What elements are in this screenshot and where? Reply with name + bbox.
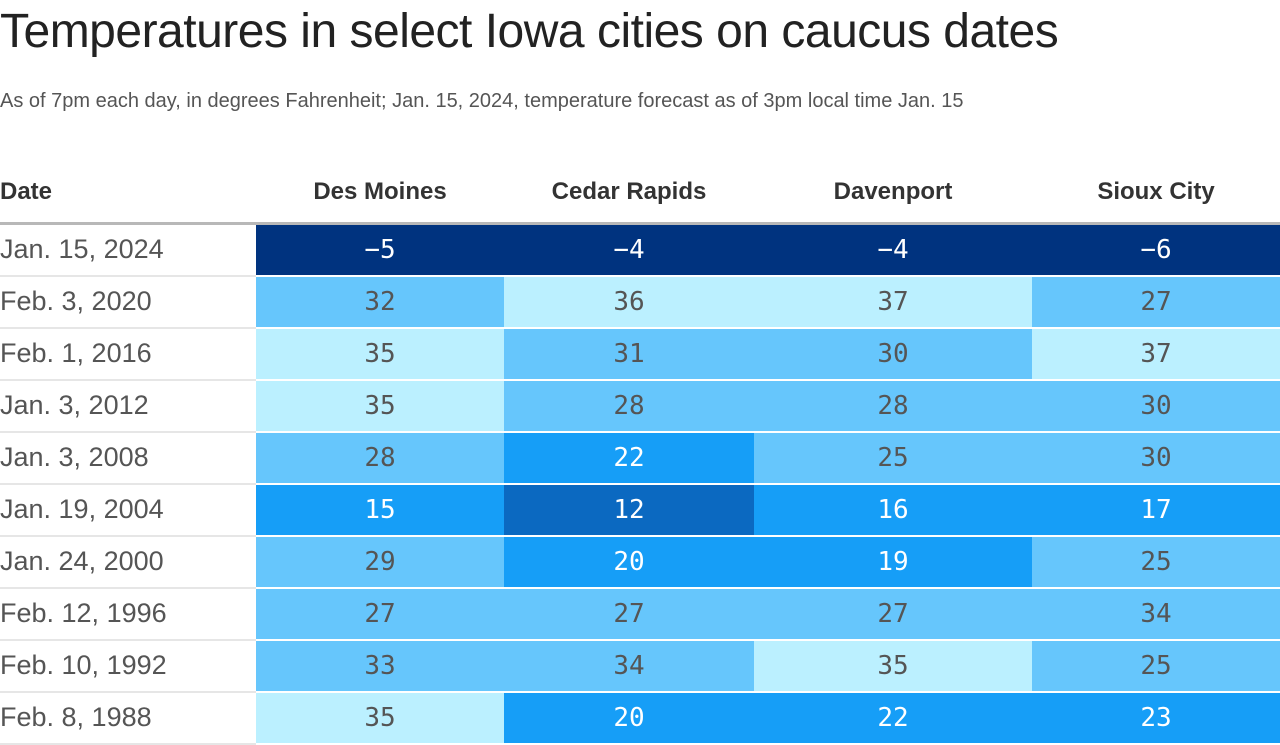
table-row: Feb. 12, 1996 27 27 27 34	[0, 587, 1280, 641]
heatmap-cell: 37	[1032, 327, 1280, 381]
table-row: Feb. 1, 2016 35 31 30 37	[0, 327, 1280, 381]
heatmap-cell: −4	[504, 223, 754, 277]
row-date-label: Jan. 3, 2008	[0, 431, 256, 485]
temperature-heatmap-table: Date Des Moines Cedar Rapids Davenport S…	[0, 162, 1280, 745]
table-row: Feb. 3, 2020 32 36 37 27	[0, 275, 1280, 329]
heatmap-cell: 28	[256, 431, 504, 485]
heatmap-cell: −5	[256, 223, 504, 277]
table-row: Jan. 15, 2024 −5 −4 −4 −6	[0, 223, 1280, 277]
table-row: Jan. 19, 2004 15 12 16 17	[0, 483, 1280, 537]
heatmap-cell: 25	[1032, 535, 1280, 589]
heatmap-body: Jan. 15, 2024 −5 −4 −4 −6 Feb. 3, 2020 32 36 37 2…	[0, 223, 1280, 745]
heatmap-cell: 35	[256, 327, 504, 381]
heatmap-cell: 35	[256, 379, 504, 433]
heatmap-cell: 28	[504, 379, 754, 433]
heatmap-cell: 25	[1032, 639, 1280, 693]
heatmap-cell: 31	[504, 327, 754, 381]
row-date-label: Feb. 3, 2020	[0, 275, 256, 329]
heatmap-cell: 25	[754, 431, 1032, 485]
column-header-sioux-city: Sioux City	[1032, 162, 1280, 225]
heatmap-cell: 28	[754, 379, 1032, 433]
table-row: Feb. 8, 1988 35 20 22 23	[0, 691, 1280, 745]
heatmap-cell: 30	[754, 327, 1032, 381]
heatmap-cell: 27	[504, 587, 754, 641]
heatmap-cell: 34	[504, 639, 754, 693]
heatmap-cell: 36	[504, 275, 754, 329]
table-row: Jan. 3, 2008 28 22 25 30	[0, 431, 1280, 485]
table-row: Jan. 24, 2000 29 20 19 25	[0, 535, 1280, 589]
header-row: Date Des Moines Cedar Rapids Davenport S…	[0, 162, 1280, 225]
heatmap-cell: 33	[256, 639, 504, 693]
heatmap-cell: 20	[504, 535, 754, 589]
heatmap-cell: 12	[504, 483, 754, 537]
row-date-label: Jan. 24, 2000	[0, 535, 256, 589]
row-date-label: Jan. 19, 2004	[0, 483, 256, 537]
row-date-label: Feb. 1, 2016	[0, 327, 256, 381]
row-date-label: Feb. 8, 1988	[0, 691, 256, 745]
column-header-des-moines: Des Moines	[256, 162, 504, 225]
heatmap-cell: 35	[754, 639, 1032, 693]
heatmap-cell: 20	[504, 691, 754, 745]
heatmap-cell: 17	[1032, 483, 1280, 537]
column-header-davenport: Davenport	[754, 162, 1032, 225]
heatmap-cell: 19	[754, 535, 1032, 589]
chart-title: Temperatures in select Iowa cities on ca…	[0, 5, 1059, 58]
heatmap-cell: 23	[1032, 691, 1280, 745]
heatmap-cell: −6	[1032, 223, 1280, 277]
heatmap-cell: 30	[1032, 431, 1280, 485]
heatmap-cell: 27	[256, 587, 504, 641]
heatmap-cell: 32	[256, 275, 504, 329]
row-date-label: Feb. 12, 1996	[0, 587, 256, 641]
table-row: Feb. 10, 1992 33 34 35 25	[0, 639, 1280, 693]
heatmap-cell: 16	[754, 483, 1032, 537]
heatmap-cell: 35	[256, 691, 504, 745]
heatmap-cell: 37	[754, 275, 1032, 329]
column-header-date: Date	[0, 162, 256, 225]
row-date-label: Feb. 10, 1992	[0, 639, 256, 693]
row-date-label: Jan. 3, 2012	[0, 379, 256, 433]
heatmap-cell: 29	[256, 535, 504, 589]
heatmap-cell: 22	[504, 431, 754, 485]
heatmap-cell: 22	[754, 691, 1032, 745]
column-header-cedar-rapids: Cedar Rapids	[504, 162, 754, 225]
chart-subtitle: As of 7pm each day, in degrees Fahrenhei…	[0, 90, 964, 112]
heatmap-cell: 27	[1032, 275, 1280, 329]
heatmap-cell: 30	[1032, 379, 1280, 433]
heatmap-cell: −4	[754, 223, 1032, 277]
heatmap-cell: 15	[256, 483, 504, 537]
table-row: Jan. 3, 2012 35 28 28 30	[0, 379, 1280, 433]
heatmap-cell: 34	[1032, 587, 1280, 641]
row-date-label: Jan. 15, 2024	[0, 223, 256, 277]
heatmap-cell: 27	[754, 587, 1032, 641]
